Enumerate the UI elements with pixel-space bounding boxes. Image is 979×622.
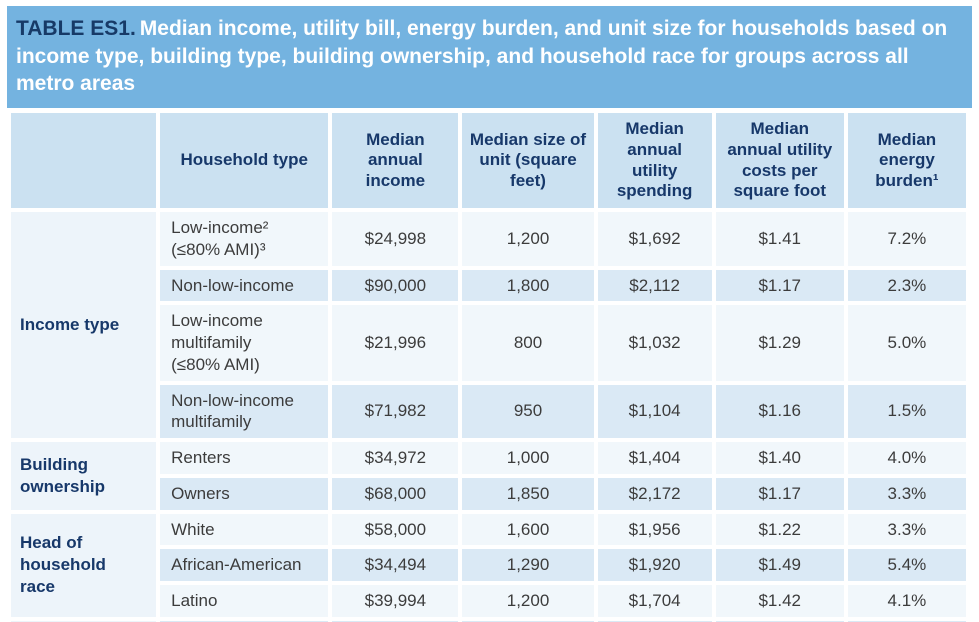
cell-cost-per-sqft: $1.16 — [711, 380, 848, 443]
table-body: Income type Low-income² (≤80% AMI)³ $24,… — [6, 208, 971, 622]
cell-household-type: Non-low-income — [156, 265, 333, 306]
table-row-low-income-multifamily: Low-income multifamily (≤80% AMI) $21,99… — [9, 301, 971, 385]
cell-household-type: Latino — [156, 581, 333, 621]
table-row-african-american: African-American $34,494 1,290 $1,920 $1… — [9, 545, 971, 586]
cell-household-type: N/A — [156, 616, 333, 622]
cell-unit-size: 1,290 — [458, 545, 598, 586]
group-label-all-households: All households — [6, 616, 161, 622]
cell-utility-spending: $1,932 — [593, 616, 716, 622]
cell-unit-size: 1,573 — [458, 616, 598, 622]
cell-median-income: $58,000 — [328, 509, 463, 550]
cell-unit-size: 800 — [458, 301, 598, 385]
cell-energy-burden: 3.3% — [843, 509, 971, 550]
cell-cost-per-sqft: $1.29 — [711, 301, 848, 385]
cell-median-income: $39,994 — [328, 581, 463, 621]
cell-cost-per-sqft: $1.42 — [711, 581, 848, 621]
cell-median-income: $21,996 — [328, 301, 463, 385]
table-row-owners: Owners $68,000 1,850 $2,172 $1.17 3.3% — [9, 473, 971, 514]
cell-household-type: Owners — [156, 473, 333, 514]
cell-cost-per-sqft: $1.22 — [711, 509, 848, 550]
table-header: Household type Median annual income Medi… — [6, 109, 971, 213]
cell-utility-spending: $2,112 — [593, 265, 716, 306]
cell-unit-size: 1,800 — [458, 265, 598, 306]
cell-median-income: $71,982 — [328, 380, 463, 443]
cell-energy-burden: 5.4% — [843, 545, 971, 586]
cell-energy-burden: 4.1% — [843, 581, 971, 621]
table-row-non-low-income-multifamily: Non-low-income multifamily $71,982 950 $… — [9, 380, 971, 443]
cell-utility-spending: $1,704 — [593, 581, 716, 621]
cell-utility-spending: $1,920 — [593, 545, 716, 586]
cell-median-income: $68,000 — [328, 473, 463, 514]
table-title-banner: TABLE ES1. Median income, utility bill, e… — [7, 6, 972, 109]
cell-household-type: Low-income multifamily (≤80% AMI) — [156, 301, 333, 385]
cell-unit-size: 1,200 — [458, 581, 598, 621]
cell-household-type: Low-income² (≤80% AMI)³ — [156, 208, 333, 270]
header-cell-empty — [6, 109, 161, 213]
cell-energy-burden: 5.0% — [843, 301, 971, 385]
group-label-income-type: Income type — [6, 208, 161, 443]
cell-median-income: $53,988 — [328, 616, 463, 622]
group-label-building-ownership: Building ownership — [6, 438, 161, 514]
cell-utility-spending: $1,104 — [593, 380, 716, 443]
cell-unit-size: 1,850 — [458, 473, 598, 514]
cell-unit-size: 950 — [458, 380, 598, 443]
cell-utility-spending: $1,692 — [593, 208, 716, 270]
cell-median-income: $34,972 — [328, 438, 463, 478]
header-cell-median-annual-income: Median annual income — [328, 109, 463, 213]
cell-energy-burden: 7.2% — [843, 208, 971, 270]
cell-energy-burden: 3.3% — [843, 473, 971, 514]
table-row-white: Head of household race White $58,000 1,6… — [6, 509, 971, 621]
table-row-all-households: All households N/A $53,988 1,573 $1,932 … — [6, 616, 971, 622]
table-row-low-income: Income type Low-income² (≤80% AMI)³ $24,… — [6, 208, 971, 443]
header-cell-utility-cost-per-sqft: Median annual utility costs per square f… — [711, 109, 848, 213]
cell-energy-burden: 4.0% — [843, 438, 971, 478]
cell-utility-spending: $1,032 — [593, 301, 716, 385]
header-cell-median-energy-burden: Median energy burden¹ — [843, 109, 971, 213]
cell-household-type: White — [156, 509, 333, 550]
cell-household-type: African-American — [156, 545, 333, 586]
cell-median-income: $90,000 — [328, 265, 463, 306]
cell-cost-per-sqft: $1.41 — [711, 208, 848, 270]
cell-energy-burden: 3.5% — [843, 616, 971, 622]
cell-cost-per-sqft: $1.49 — [711, 545, 848, 586]
cell-median-income: $34,494 — [328, 545, 463, 586]
cell-cost-per-sqft: $1.17 — [711, 473, 848, 514]
cell-cost-per-sqft: $1.17 — [711, 265, 848, 306]
cell-unit-size: 1,600 — [458, 509, 598, 550]
cell-utility-spending: $2,172 — [593, 473, 716, 514]
header-row: Household type Median annual income Medi… — [6, 109, 971, 213]
cell-unit-size: 1,000 — [458, 438, 598, 478]
cell-utility-spending: $1,404 — [593, 438, 716, 478]
cell-cost-per-sqft: $1.23 — [711, 616, 848, 622]
header-cell-median-utility-spending: Median annual utility spending — [593, 109, 716, 213]
group-label-head-of-household-race: Head of household race — [6, 509, 161, 621]
cell-median-income: $24,998 — [328, 208, 463, 270]
table-caption: Median income, utility bill, energy burd… — [16, 17, 948, 96]
cell-unit-size: 1,200 — [458, 208, 598, 270]
cell-cost-per-sqft: $1.40 — [711, 438, 848, 478]
table-row-renters: Building ownership Renters $34,972 1,000… — [6, 438, 971, 514]
cell-energy-burden: 2.3% — [843, 265, 971, 306]
cell-household-type: Non-low-income multifamily — [156, 380, 333, 443]
header-cell-median-unit-size: Median size of unit (square feet) — [458, 109, 598, 213]
table-row-non-low-income: Non-low-income $90,000 1,800 $2,112 $1.1… — [9, 265, 971, 306]
cell-household-type: Renters — [156, 438, 333, 478]
cell-energy-burden: 1.5% — [843, 380, 971, 443]
cell-utility-spending: $1,956 — [593, 509, 716, 550]
header-cell-household-type: Household type — [156, 109, 333, 213]
table-number: TABLE ES1. — [16, 17, 136, 40]
median-income-table: Household type Median annual income Medi… — [6, 109, 971, 622]
table-row-latino: Latino $39,994 1,200 $1,704 $1.42 4.1% — [9, 581, 971, 621]
